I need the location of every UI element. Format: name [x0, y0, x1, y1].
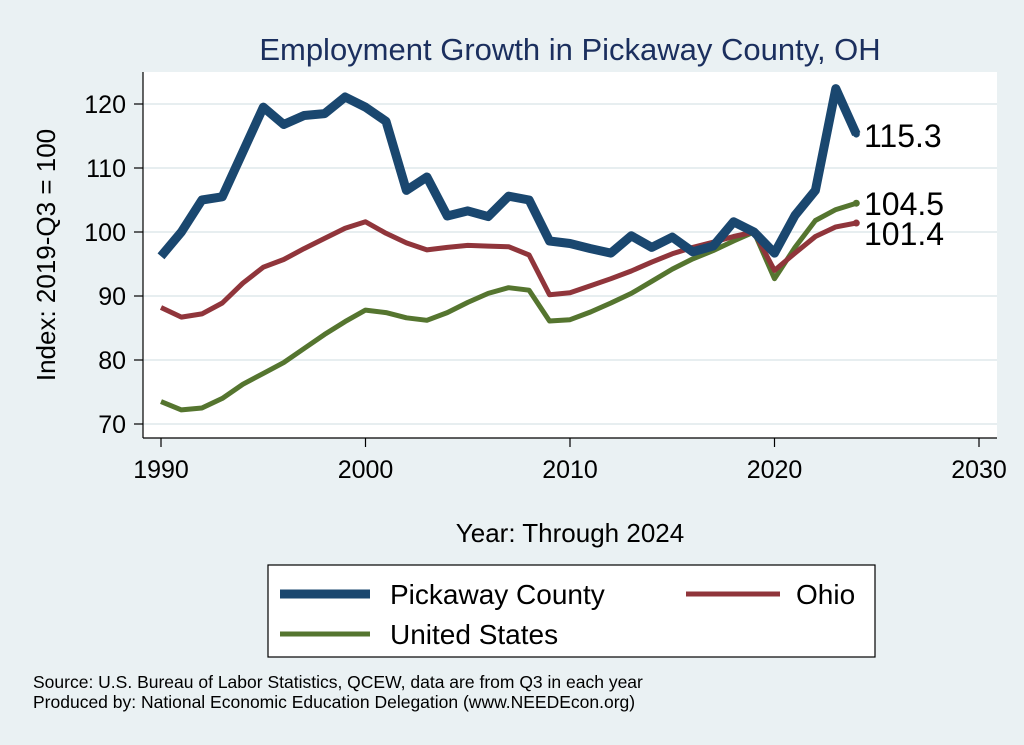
- y-tick-label: 110: [86, 155, 126, 183]
- y-tick-label: 70: [98, 411, 126, 439]
- y-tick-label: 120: [84, 91, 126, 119]
- end-label-ohio: 101.4: [864, 216, 944, 252]
- legend: Pickaway County Ohio United States: [280, 579, 855, 650]
- end-label-united-states: 104.5: [864, 186, 944, 222]
- x-tick-label: 2010: [542, 456, 598, 484]
- end-label-pickaway-county: 115.3: [864, 118, 942, 154]
- y-axis-ticks: 70 80 90 100 110 120: [84, 91, 143, 439]
- y-tick-label: 100: [84, 219, 126, 247]
- x-axis-ticks: 1990 2000 2010 2020 2030: [133, 438, 1007, 484]
- y-axis-title: Index: 2019-Q3 = 100: [31, 129, 61, 381]
- series-line-pickaway-county: [157, 84, 861, 260]
- series-line-ohio: [159, 219, 857, 320]
- x-tick-label: 2020: [747, 456, 803, 484]
- x-tick-label: 2000: [338, 456, 394, 484]
- legend-box: [267, 564, 876, 658]
- series-end-point: [852, 130, 860, 138]
- y-tick-label: 80: [98, 347, 126, 375]
- x-tick-label: 2030: [951, 456, 1007, 484]
- legend-label: Pickaway County: [390, 579, 605, 610]
- y-tick-label: 90: [98, 283, 126, 311]
- x-tick-label: 1990: [133, 456, 189, 484]
- series-line-united-states: [160, 200, 858, 413]
- legend-label: Ohio: [796, 579, 855, 610]
- x-axis-title: Year: Through 2024: [456, 518, 684, 548]
- legend-label: United States: [390, 619, 558, 650]
- series-lines: [157, 84, 861, 413]
- series-end-point: [852, 219, 860, 227]
- chart-title: Employment Growth in Pickaway County, OH: [259, 32, 880, 67]
- source-note: Source: U.S. Bureau of Labor Statistics,…: [33, 672, 643, 692]
- series-end-point: [852, 199, 860, 207]
- producer-note: Produced by: National Economic Education…: [33, 692, 635, 712]
